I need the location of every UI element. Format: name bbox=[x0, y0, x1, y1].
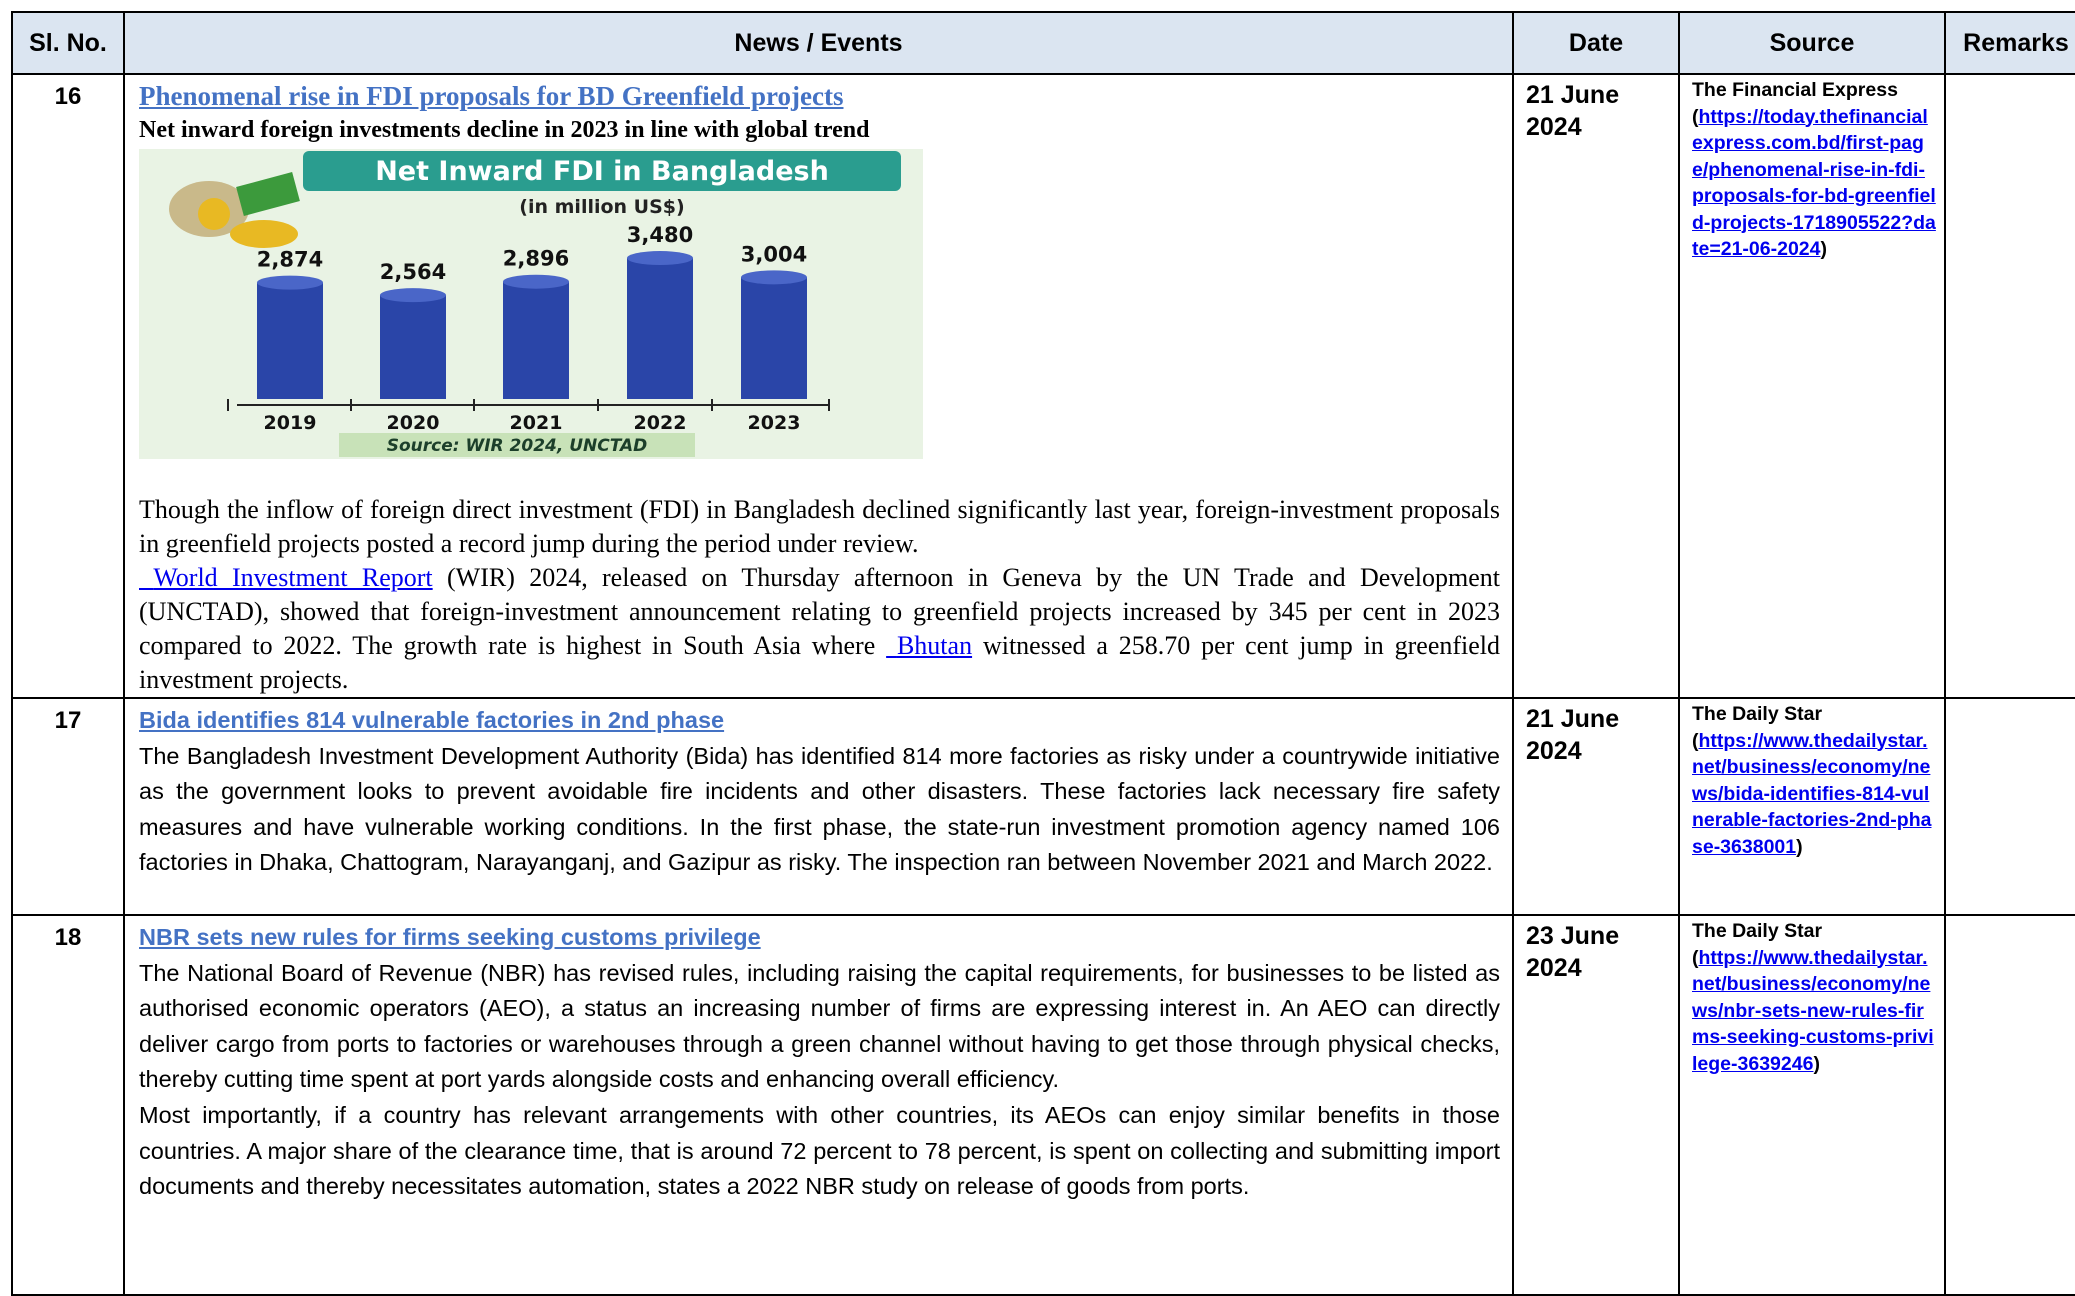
bar-cap bbox=[503, 275, 569, 289]
fdi-chart: Net Inward FDI in Bangladesh (in million … bbox=[139, 149, 923, 459]
icon bbox=[230, 220, 298, 248]
header-row: Sl. No. News / Events Date Source Remark… bbox=[12, 12, 2075, 74]
sl-no: 18 bbox=[12, 915, 124, 1295]
row: 18 NBR sets new rules for firms seeking … bbox=[12, 915, 2075, 1295]
paren: ) bbox=[1820, 238, 1827, 260]
bar-cap bbox=[741, 270, 807, 284]
source: The Daily Star(https://www.thedailystar.… bbox=[1679, 915, 1945, 1295]
bar-cap bbox=[257, 276, 323, 290]
row: 16 Phenomenal rise in FDI proposals for … bbox=[12, 74, 2075, 698]
header-cell: Source bbox=[1679, 12, 1945, 74]
header-cell: Sl. No. bbox=[12, 12, 124, 74]
news-table: Sl. No. News / Events Date Source Remark… bbox=[11, 11, 2075, 1296]
paren: ) bbox=[1813, 1053, 1820, 1075]
source-link[interactable]: https://www.thedailystar.net/business/ec… bbox=[1692, 730, 1931, 858]
news-cell: NBR sets new rules for firms seeking cus… bbox=[124, 915, 1513, 1295]
sl-no: 16 bbox=[12, 74, 124, 698]
value-label: 2,874 bbox=[257, 248, 323, 272]
bar-cap bbox=[627, 251, 693, 265]
header-cell: News / Events bbox=[124, 12, 1513, 74]
x-tick-label: 2019 bbox=[264, 412, 317, 434]
link-text[interactable]: Bhutan bbox=[897, 631, 972, 660]
chart-title: Net Inward FDI in Bangladesh bbox=[375, 156, 829, 187]
paragraph: Though the inflow of foreign direct inve… bbox=[139, 493, 1500, 561]
date: 23 June 2024 bbox=[1513, 915, 1679, 1295]
link-text[interactable]: World Investment Report bbox=[153, 563, 432, 592]
paragraph: Most importantly, if a country has relev… bbox=[139, 1098, 1500, 1205]
source: The Financial Express(https://today.thef… bbox=[1679, 74, 1945, 698]
paren: ) bbox=[1796, 836, 1803, 858]
value-label: 3,480 bbox=[627, 223, 693, 247]
bar-cap bbox=[380, 288, 446, 302]
remarks bbox=[1945, 74, 2075, 698]
x-tick-label: 2023 bbox=[748, 412, 801, 434]
header-cell: Date bbox=[1513, 12, 1679, 74]
news-subtitle: Net inward foreign investments decline i… bbox=[139, 113, 1500, 147]
value-label: 2,564 bbox=[380, 260, 446, 284]
x-tick-label: 2022 bbox=[634, 412, 687, 434]
date: 21 June 2024 bbox=[1513, 74, 1679, 698]
chart-subtitle: (in million US$) bbox=[519, 196, 684, 218]
value-label: 2,896 bbox=[503, 247, 569, 271]
x-tick-label: 2021 bbox=[510, 412, 563, 434]
paragraph: World Investment Report (WIR) 2024, rele… bbox=[139, 561, 1500, 697]
row: 17 Bida identifies 814 vulnerable factor… bbox=[12, 698, 2075, 915]
source-link[interactable]: https://today.thefinancialexpress.com.bd… bbox=[1692, 106, 1936, 261]
news-cell: Bida identifies 814 vulnerable factories… bbox=[124, 698, 1513, 915]
bar bbox=[257, 283, 323, 399]
sl-no: 17 bbox=[12, 698, 124, 915]
source-name: The Daily Star bbox=[1692, 701, 1936, 728]
page: Sl. No. News / Events Date Source Remark… bbox=[0, 0, 2075, 1266]
remarks bbox=[1945, 698, 2075, 915]
source-name: The Daily Star bbox=[1692, 918, 1936, 945]
news-title[interactable]: NBR sets new rules for firms seeking cus… bbox=[139, 920, 1500, 956]
bar bbox=[503, 282, 569, 399]
bar bbox=[741, 277, 807, 399]
source: The Daily Star(https://www.thedailystar.… bbox=[1679, 698, 1945, 915]
value-label: 3,004 bbox=[741, 242, 807, 266]
link[interactable]: World Investment Report bbox=[139, 563, 433, 592]
link[interactable]: Bhutan bbox=[886, 631, 972, 660]
paragraph: The Bangladesh Investment Development Au… bbox=[139, 739, 1500, 881]
paragraph: The National Board of Revenue (NBR) has … bbox=[139, 956, 1500, 1098]
news-title[interactable]: Phenomenal rise in FDI proposals for BD … bbox=[139, 79, 1500, 113]
bar bbox=[380, 295, 446, 399]
remarks bbox=[1945, 915, 2075, 1295]
bar bbox=[627, 258, 693, 399]
header-cell: Remarks bbox=[1945, 12, 2075, 74]
news-cell: Phenomenal rise in FDI proposals for BD … bbox=[124, 74, 1513, 698]
chart-source: Source: WIR 2024, UNCTAD bbox=[387, 436, 648, 456]
date: 21 June 2024 bbox=[1513, 698, 1679, 915]
source-name: The Financial Express bbox=[1692, 77, 1936, 104]
news-title[interactable]: Bida identifies 814 vulnerable factories… bbox=[139, 703, 1500, 739]
x-tick-label: 2020 bbox=[387, 412, 440, 434]
icon bbox=[198, 198, 230, 230]
